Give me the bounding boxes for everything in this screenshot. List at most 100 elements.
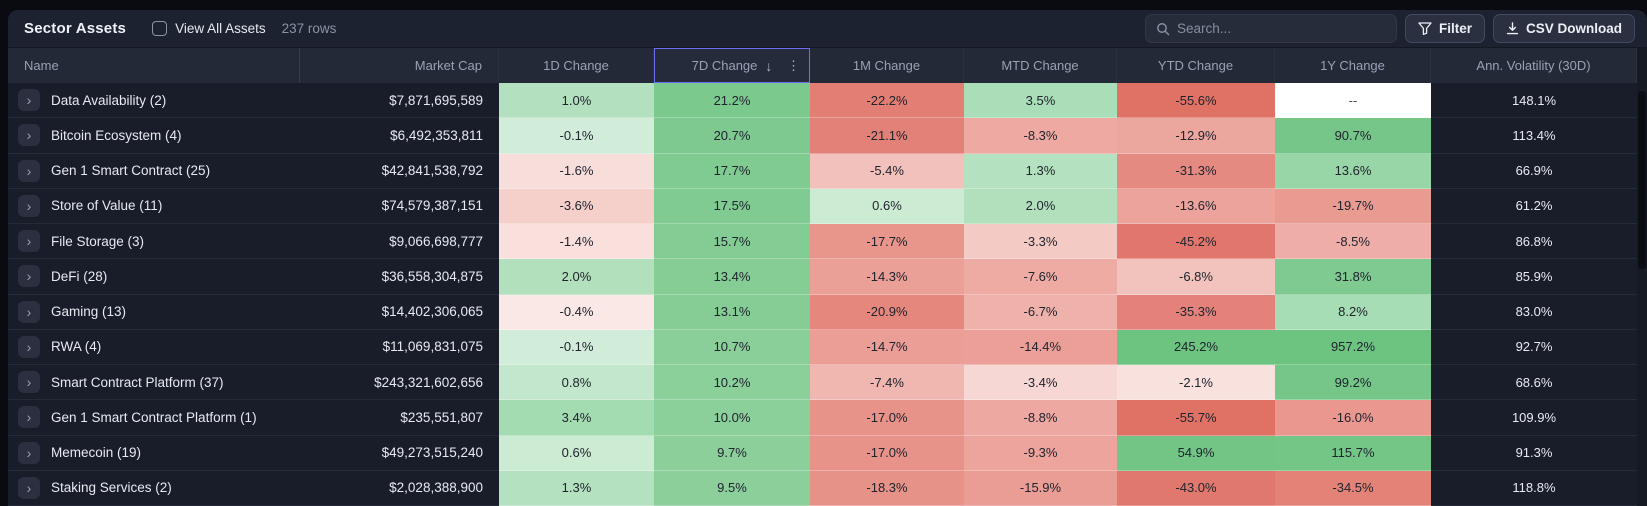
change-cell-1y: 8.2% (1275, 294, 1431, 330)
change-cell-ytd: -45.2% (1117, 224, 1275, 260)
market-cap-cell: $74,579,387,151 (300, 189, 499, 224)
change-cell-7d: 17.5% (654, 188, 810, 224)
sector-assets-card: Sector Assets View All Assets 237 rows (8, 10, 1647, 506)
market-cap-cell: $11,069,831,075 (300, 330, 499, 365)
column-header-1d-change[interactable]: 1D Change (499, 48, 654, 83)
table-row[interactable]: › Gaming (13) $14,402,306,065 -0.4% 13.1… (8, 294, 1647, 330)
change-cell-7d: 10.2% (654, 365, 810, 401)
change-cell-1d: 1.0% (499, 83, 654, 119)
column-header-7d-change[interactable]: 7D Change ↓ ⋮ (654, 48, 810, 83)
view-all-assets-checkbox[interactable] (152, 21, 168, 36)
change-cell-1m: -22.2% (810, 83, 964, 119)
change-cell-1d: -1.4% (499, 224, 654, 260)
expand-row-button[interactable]: › (18, 441, 40, 464)
row-name: Smart Contract Platform (37) (51, 374, 224, 390)
row-name: Staking Services (2) (51, 480, 172, 496)
table-row[interactable]: › Bitcoin Ecosystem (4) $6,492,353,811 -… (8, 118, 1647, 154)
volatility-cell: 85.9% (1431, 259, 1637, 295)
expand-row-button[interactable]: › (18, 335, 40, 358)
change-cell-1m: -5.4% (810, 153, 964, 189)
column-header-1y-change[interactable]: 1Y Change (1275, 48, 1431, 83)
column-header-name[interactable]: Name (8, 48, 300, 83)
page-title: Sector Assets (24, 20, 127, 37)
expand-row-button[interactable]: › (18, 300, 40, 323)
toolbar: Sector Assets View All Assets 237 rows (8, 10, 1647, 48)
row-name: Gaming (13) (51, 304, 127, 320)
expand-row-button[interactable]: › (18, 89, 40, 112)
table-row[interactable]: › Store of Value (11) $74,579,387,151 -3… (8, 188, 1647, 224)
csv-download-button[interactable]: CSV Download (1492, 14, 1635, 43)
change-cell-mtd: -9.3% (964, 435, 1117, 471)
column-header-ytd-change[interactable]: YTD Change (1117, 48, 1275, 83)
sort-descending-icon[interactable]: ↓ (765, 57, 773, 74)
table-row[interactable]: › Gen 1 Smart Contract (25) $42,841,538,… (8, 153, 1647, 189)
chevron-right-icon: › (26, 444, 32, 461)
vertical-scrollbar[interactable] (1637, 48, 1647, 506)
change-cell-1m: -20.9% (810, 294, 964, 330)
market-cap-cell: $243,321,602,656 (300, 365, 499, 401)
column-menu-icon[interactable]: ⋮ (787, 57, 800, 73)
market-cap-cell: $42,841,538,792 (300, 154, 499, 189)
table-row[interactable]: › Data Availability (2) $7,871,695,589 1… (8, 83, 1647, 119)
search-icon (1156, 22, 1170, 36)
column-header-volatility[interactable]: Ann. Volatility (30D) (1431, 48, 1637, 83)
expand-row-button[interactable]: › (18, 406, 40, 429)
change-cell-ytd: -55.6% (1117, 83, 1275, 119)
change-cell-1d: 0.6% (499, 435, 654, 471)
scrollbar-thumb[interactable] (1638, 91, 1646, 269)
volatility-cell: 68.6% (1431, 365, 1637, 401)
expand-row-button[interactable]: › (18, 194, 40, 217)
expand-row-button[interactable]: › (18, 124, 40, 147)
change-cell-1d: -1.6% (499, 153, 654, 189)
change-cell-1d: 1.3% (499, 470, 654, 506)
column-header-market-cap[interactable]: Market Cap (300, 48, 499, 83)
chevron-right-icon: › (26, 162, 32, 179)
change-cell-1y: 99.2% (1275, 365, 1431, 401)
row-count: 237 rows (281, 21, 337, 36)
change-cell-1d: -3.6% (499, 188, 654, 224)
expand-row-button[interactable]: › (18, 476, 40, 499)
table-row[interactable]: › DeFi (28) $36,558,304,875 2.0% 13.4% -… (8, 259, 1647, 295)
change-cell-mtd: -8.3% (964, 118, 1117, 154)
change-cell-mtd: -14.4% (964, 329, 1117, 365)
table-row[interactable]: › Gen 1 Smart Contract Platform (1) $235… (8, 400, 1647, 436)
chevron-right-icon: › (26, 92, 32, 109)
expand-row-button[interactable]: › (18, 230, 40, 253)
change-cell-mtd: 2.0% (964, 188, 1117, 224)
change-cell-1m: -7.4% (810, 365, 964, 401)
change-cell-7d: 13.4% (654, 259, 810, 295)
table-row[interactable]: › RWA (4) $11,069,831,075 -0.1% 10.7% -1… (8, 329, 1647, 365)
table-row[interactable]: › Memecoin (19) $49,273,515,240 0.6% 9.7… (8, 435, 1647, 471)
table-row[interactable]: › Smart Contract Platform (37) $243,321,… (8, 365, 1647, 401)
change-cell-mtd: -8.8% (964, 400, 1117, 436)
filter-button[interactable]: Filter (1404, 14, 1485, 43)
filter-button-label: Filter (1438, 21, 1472, 36)
change-cell-7d: 10.0% (654, 400, 810, 436)
column-header-mtd-change[interactable]: MTD Change (964, 48, 1117, 83)
expand-row-button[interactable]: › (18, 265, 40, 288)
change-cell-ytd: -13.6% (1117, 188, 1275, 224)
chevron-right-icon: › (26, 374, 32, 391)
expand-row-button[interactable]: › (18, 371, 40, 394)
change-cell-1y: -34.5% (1275, 470, 1431, 506)
column-header-1m-change[interactable]: 1M Change (810, 48, 964, 83)
chevron-right-icon: › (26, 338, 32, 355)
chevron-right-icon: › (26, 303, 32, 320)
search-input[interactable] (1176, 21, 1386, 36)
filter-icon (1418, 22, 1432, 35)
market-cap-cell: $235,551,807 (300, 400, 499, 436)
change-cell-1m: -18.3% (810, 470, 964, 506)
change-cell-1y: 90.7% (1275, 118, 1431, 154)
search-box[interactable] (1144, 14, 1397, 43)
change-cell-1y: 115.7% (1275, 435, 1431, 471)
row-name: Gen 1 Smart Contract (25) (51, 163, 211, 179)
column-header-7d-label: 7D Change (691, 58, 758, 73)
table-row[interactable]: › File Storage (3) $9,066,698,777 -1.4% … (8, 224, 1647, 260)
row-name: File Storage (3) (51, 233, 145, 249)
view-all-assets-label: View All Assets (175, 21, 266, 36)
table-row[interactable]: › Staking Services (2) $2,028,388,900 1.… (8, 470, 1647, 506)
volatility-cell: 118.8% (1431, 471, 1637, 506)
expand-row-button[interactable]: › (18, 159, 40, 182)
view-all-assets-toggle[interactable]: View All Assets (152, 21, 266, 36)
row-name: Bitcoin Ecosystem (4) (51, 127, 182, 143)
